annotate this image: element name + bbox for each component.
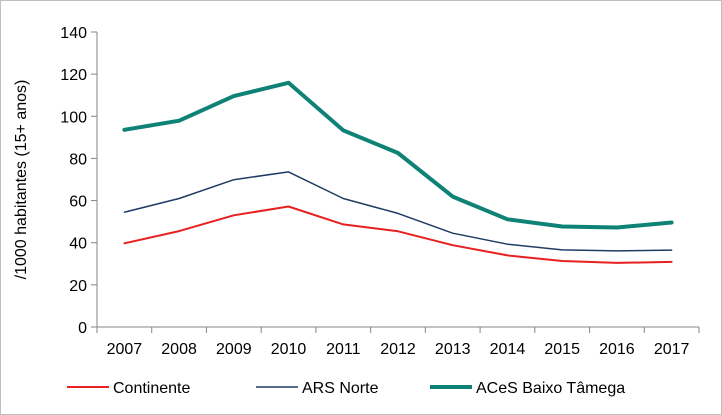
y-tick-label: 100 <box>60 109 87 126</box>
x-tick-label: 2014 <box>490 341 526 358</box>
x-tick-label: 2015 <box>544 341 580 358</box>
x-tick-label: 2011 <box>326 341 361 358</box>
x-tick-label: 2009 <box>216 341 252 358</box>
series-lines <box>122 80 674 264</box>
y-axis-label: /1000 habitantes (15+ anos) <box>13 80 30 280</box>
y-tick-label: 80 <box>69 151 87 168</box>
x-tick-label: 2010 <box>271 341 307 358</box>
series-line-3 <box>122 80 674 230</box>
x-tick-label: 2013 <box>435 341 471 358</box>
series-line-2 <box>123 171 673 252</box>
y-tick-label: 120 <box>60 67 87 84</box>
legend-label-3: ACeS Baixo Tâmega <box>476 380 625 397</box>
x-axis: 2007 2008 2009 2010 2011 2012 2013 2014 2015 2016… <box>96 326 700 358</box>
series-line-1 <box>123 205 673 264</box>
x-tick-label: 2012 <box>380 341 416 358</box>
x-tick-label: 2008 <box>161 341 197 358</box>
y-axis: 0 20 40 60 80 100 120 140 <box>60 25 98 337</box>
x-tick-label: 2016 <box>599 341 635 358</box>
legend: Continente ARS Norte ACeS Baixo Tâmega <box>67 380 625 397</box>
y-tick-label: 20 <box>69 278 87 295</box>
legend-label-2: ARS Norte <box>302 380 379 397</box>
y-tick-label: 60 <box>69 194 87 211</box>
y-tick-label: 140 <box>60 25 87 42</box>
x-tick-label: 2007 <box>107 341 143 358</box>
x-tick-label: 2017 <box>654 341 690 358</box>
y-tick-label: 40 <box>69 236 87 253</box>
legend-label-1: Continente <box>113 380 190 397</box>
y-tick-label: 0 <box>78 320 87 337</box>
